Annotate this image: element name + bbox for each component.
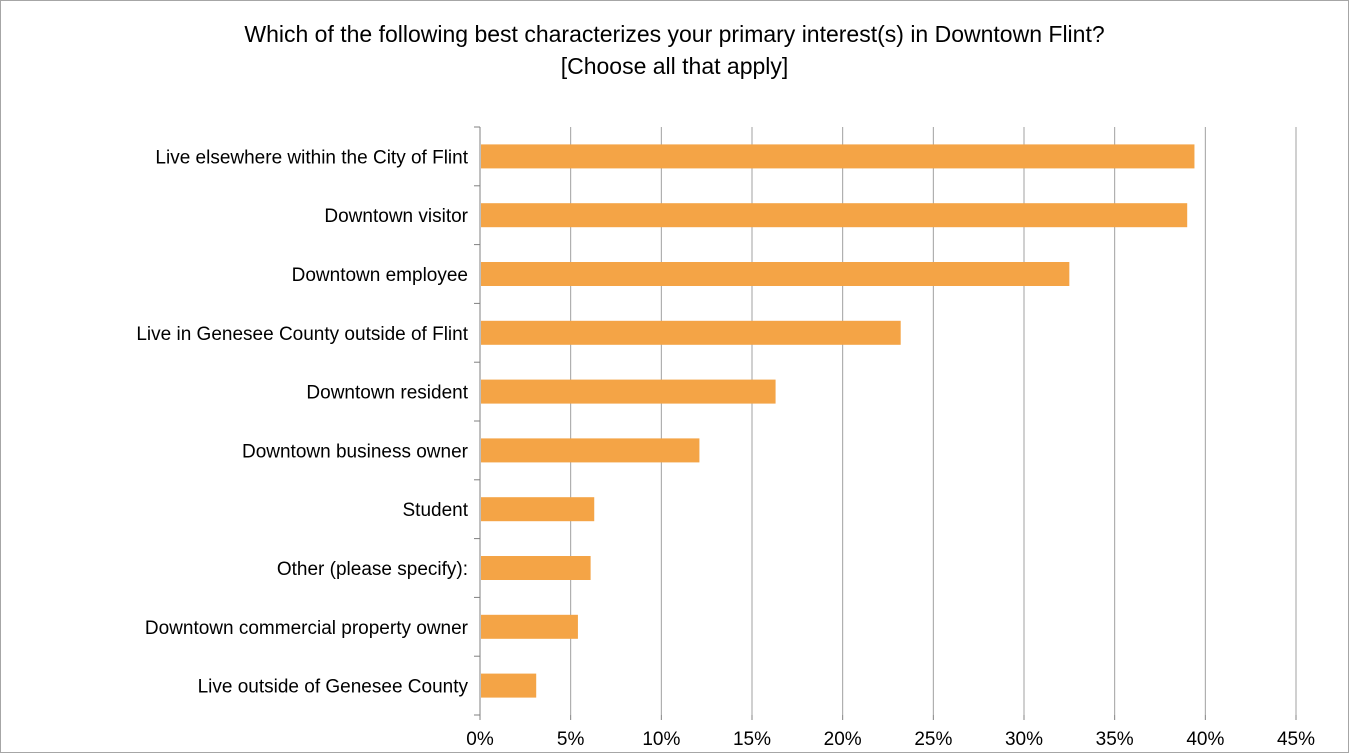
category-label-4: Live in Genesee County outside of Flint xyxy=(136,324,468,345)
bar-9 xyxy=(481,614,578,639)
x-tick-label-40: 40% xyxy=(1186,729,1224,750)
chart-title-line-2: [Choose all that apply] xyxy=(560,53,789,79)
x-tick-label-5: 5% xyxy=(557,729,585,750)
category-label-2: Downtown visitor xyxy=(324,206,468,227)
x-tick-labels: 0% 5% 10% 15% 20% 25% 30% 35% 40% 45% xyxy=(466,729,1315,750)
x-tick-label-35: 35% xyxy=(1096,729,1134,750)
bar-8 xyxy=(481,556,591,580)
x-tick-label-15: 15% xyxy=(733,729,771,750)
bar-5 xyxy=(481,379,776,404)
bar-7 xyxy=(481,497,595,522)
bars xyxy=(481,144,1195,698)
x-tick-label-10: 10% xyxy=(642,729,680,750)
bar-1 xyxy=(481,144,1195,169)
category-label-8: Other (please specify): xyxy=(277,559,468,580)
x-tick-label-20: 20% xyxy=(824,729,862,750)
bar-3 xyxy=(481,262,1070,286)
x-tick-label-30: 30% xyxy=(1005,729,1043,750)
category-label-5: Downtown resident xyxy=(306,383,468,404)
category-label-3: Downtown employee xyxy=(292,265,468,286)
x-tick-label-0: 0% xyxy=(466,729,494,750)
axes xyxy=(474,126,1297,720)
category-label-1: Live elsewhere within the City of Flint xyxy=(155,147,468,168)
bar-4 xyxy=(481,320,901,345)
bar-10 xyxy=(481,673,537,698)
bar-6 xyxy=(481,438,700,463)
bar-2 xyxy=(481,203,1188,228)
category-label-9: Downtown commercial property owner xyxy=(145,618,469,639)
chart-title: Which of the following best characterize… xyxy=(0,18,1349,82)
x-tick-label-45: 45% xyxy=(1277,729,1315,750)
category-label-7: Student xyxy=(403,500,469,521)
category-labels: Live elsewhere within the City of Flint D… xyxy=(136,147,468,697)
category-label-10: Live outside of Genesee County xyxy=(198,677,469,698)
x-tick-label-25: 25% xyxy=(914,729,952,750)
chart-title-line-1: Which of the following best characterize… xyxy=(244,21,1105,47)
category-label-6: Downtown business owner xyxy=(242,441,469,462)
